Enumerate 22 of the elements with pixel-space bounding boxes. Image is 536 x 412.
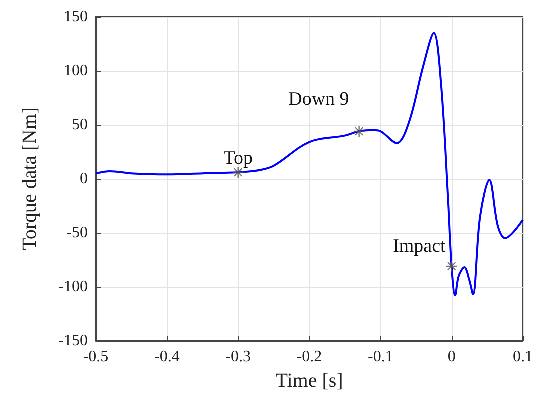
y-tick-label: 0 xyxy=(80,170,88,188)
x-tick-label: -0.5 xyxy=(83,348,109,366)
x-tick-label: 0 xyxy=(448,348,456,366)
y-tick-label: -150 xyxy=(58,332,88,350)
x-axis-title: Time [s] xyxy=(276,370,344,392)
y-axis-title: Torque data [Nm] xyxy=(19,108,41,250)
x-tick-label: -0.2 xyxy=(296,348,322,366)
annotation: Down 9 xyxy=(288,88,350,110)
x-tick-label: -0.3 xyxy=(226,348,251,366)
point xyxy=(446,260,458,273)
annotation: Impact xyxy=(393,236,447,257)
y-tick-label: 50 xyxy=(72,116,88,134)
y-tick-label: -100 xyxy=(58,278,88,296)
x-tick-label: -0.1 xyxy=(368,348,394,366)
line-series xyxy=(95,32,524,297)
y-tick-label: -50 xyxy=(66,224,88,242)
y-tick-label: 100 xyxy=(64,62,88,80)
x-tick-label: 0.1 xyxy=(513,348,533,366)
annotation: Top xyxy=(224,148,253,170)
point xyxy=(353,125,366,138)
x-tick-label: -0.4 xyxy=(154,348,180,366)
y-tick-label: 150 xyxy=(64,8,88,26)
